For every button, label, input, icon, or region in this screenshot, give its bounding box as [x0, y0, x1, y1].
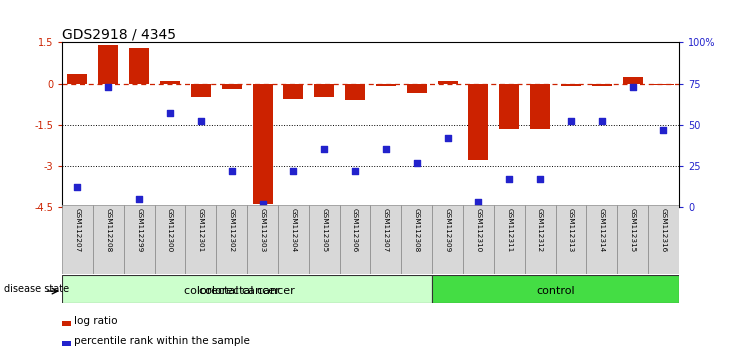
Bar [586, 205, 617, 274]
Point [257, 201, 269, 207]
Point [195, 119, 207, 124]
Text: GDS2918 / 4345: GDS2918 / 4345 [62, 27, 176, 41]
Text: GSM112299: GSM112299 [137, 208, 142, 252]
Point [318, 147, 330, 152]
Bar [67, 74, 88, 84]
Text: GSM112311: GSM112311 [507, 208, 512, 252]
Bar [283, 84, 304, 99]
Bar [124, 205, 155, 274]
Text: GSM112315: GSM112315 [630, 208, 636, 252]
Point [442, 135, 453, 141]
Point [72, 184, 83, 190]
Bar [469, 84, 488, 160]
Bar [432, 205, 463, 274]
Bar [592, 84, 612, 86]
Text: GSM112303: GSM112303 [260, 208, 266, 252]
Point [102, 84, 114, 90]
Bar [191, 84, 211, 97]
Point [565, 119, 577, 124]
Bar [530, 84, 550, 129]
Text: GSM112306: GSM112306 [352, 208, 358, 252]
Text: GSM112313: GSM112313 [568, 208, 574, 252]
Point [411, 160, 423, 165]
Bar [278, 205, 309, 274]
Point [134, 196, 145, 202]
Bar [339, 205, 371, 274]
Bar [309, 205, 339, 274]
Point [534, 176, 546, 182]
Bar [62, 205, 93, 274]
Point [627, 84, 639, 90]
Text: GSM112310: GSM112310 [475, 208, 481, 252]
Text: GSM112309: GSM112309 [445, 208, 450, 252]
Bar [648, 205, 679, 274]
Bar [62, 341, 71, 346]
Bar [160, 81, 180, 84]
Bar [185, 205, 216, 274]
Point [226, 168, 237, 174]
Text: GSM112207: GSM112207 [74, 208, 80, 252]
Bar [463, 205, 493, 274]
Text: GSM112316: GSM112316 [661, 208, 666, 252]
Bar [653, 84, 674, 85]
Text: GSM112305: GSM112305 [321, 208, 327, 252]
Text: percentile rank within the sample: percentile rank within the sample [74, 336, 250, 346]
Bar [407, 84, 427, 93]
Bar [437, 81, 458, 84]
Bar [129, 48, 149, 84]
Bar [371, 205, 402, 274]
Text: GSM112302: GSM112302 [228, 208, 234, 252]
Bar [99, 45, 118, 84]
Bar [155, 205, 185, 274]
Bar [499, 84, 519, 129]
Bar [93, 205, 124, 274]
Text: GSM112308: GSM112308 [414, 208, 420, 252]
Point [596, 119, 607, 124]
Text: GSM112208: GSM112208 [105, 208, 111, 252]
Bar [525, 205, 556, 274]
Text: GSM112307: GSM112307 [383, 208, 389, 252]
Bar [617, 205, 648, 274]
Text: log ratio: log ratio [74, 316, 118, 326]
Bar [314, 84, 334, 97]
Bar [62, 321, 71, 326]
Bar [345, 84, 365, 100]
Point [349, 168, 361, 174]
Text: GSM112301: GSM112301 [198, 208, 204, 252]
Bar [253, 84, 272, 204]
Bar [623, 77, 642, 84]
Text: GSM112304: GSM112304 [291, 208, 296, 252]
Point [504, 176, 515, 182]
Bar [247, 205, 278, 274]
Bar [376, 84, 396, 86]
Bar [62, 275, 432, 303]
Point [164, 110, 176, 116]
Point [472, 199, 484, 205]
Bar [432, 275, 679, 303]
Point [380, 147, 392, 152]
Text: GSM112314: GSM112314 [599, 208, 604, 252]
Point [658, 127, 669, 132]
Bar [493, 205, 525, 274]
Bar [216, 205, 247, 274]
Bar [556, 205, 586, 274]
Text: GSM112300: GSM112300 [167, 208, 173, 252]
Text: colorectal cancer: colorectal cancer [184, 286, 280, 296]
Bar [402, 205, 432, 274]
Point [288, 168, 299, 174]
Text: GSM112312: GSM112312 [537, 208, 543, 252]
Text: control: control [537, 286, 575, 296]
Bar [222, 84, 242, 89]
Text: colorectal cancer: colorectal cancer [199, 286, 295, 296]
Text: disease state: disease state [4, 284, 69, 293]
Bar [561, 84, 581, 86]
